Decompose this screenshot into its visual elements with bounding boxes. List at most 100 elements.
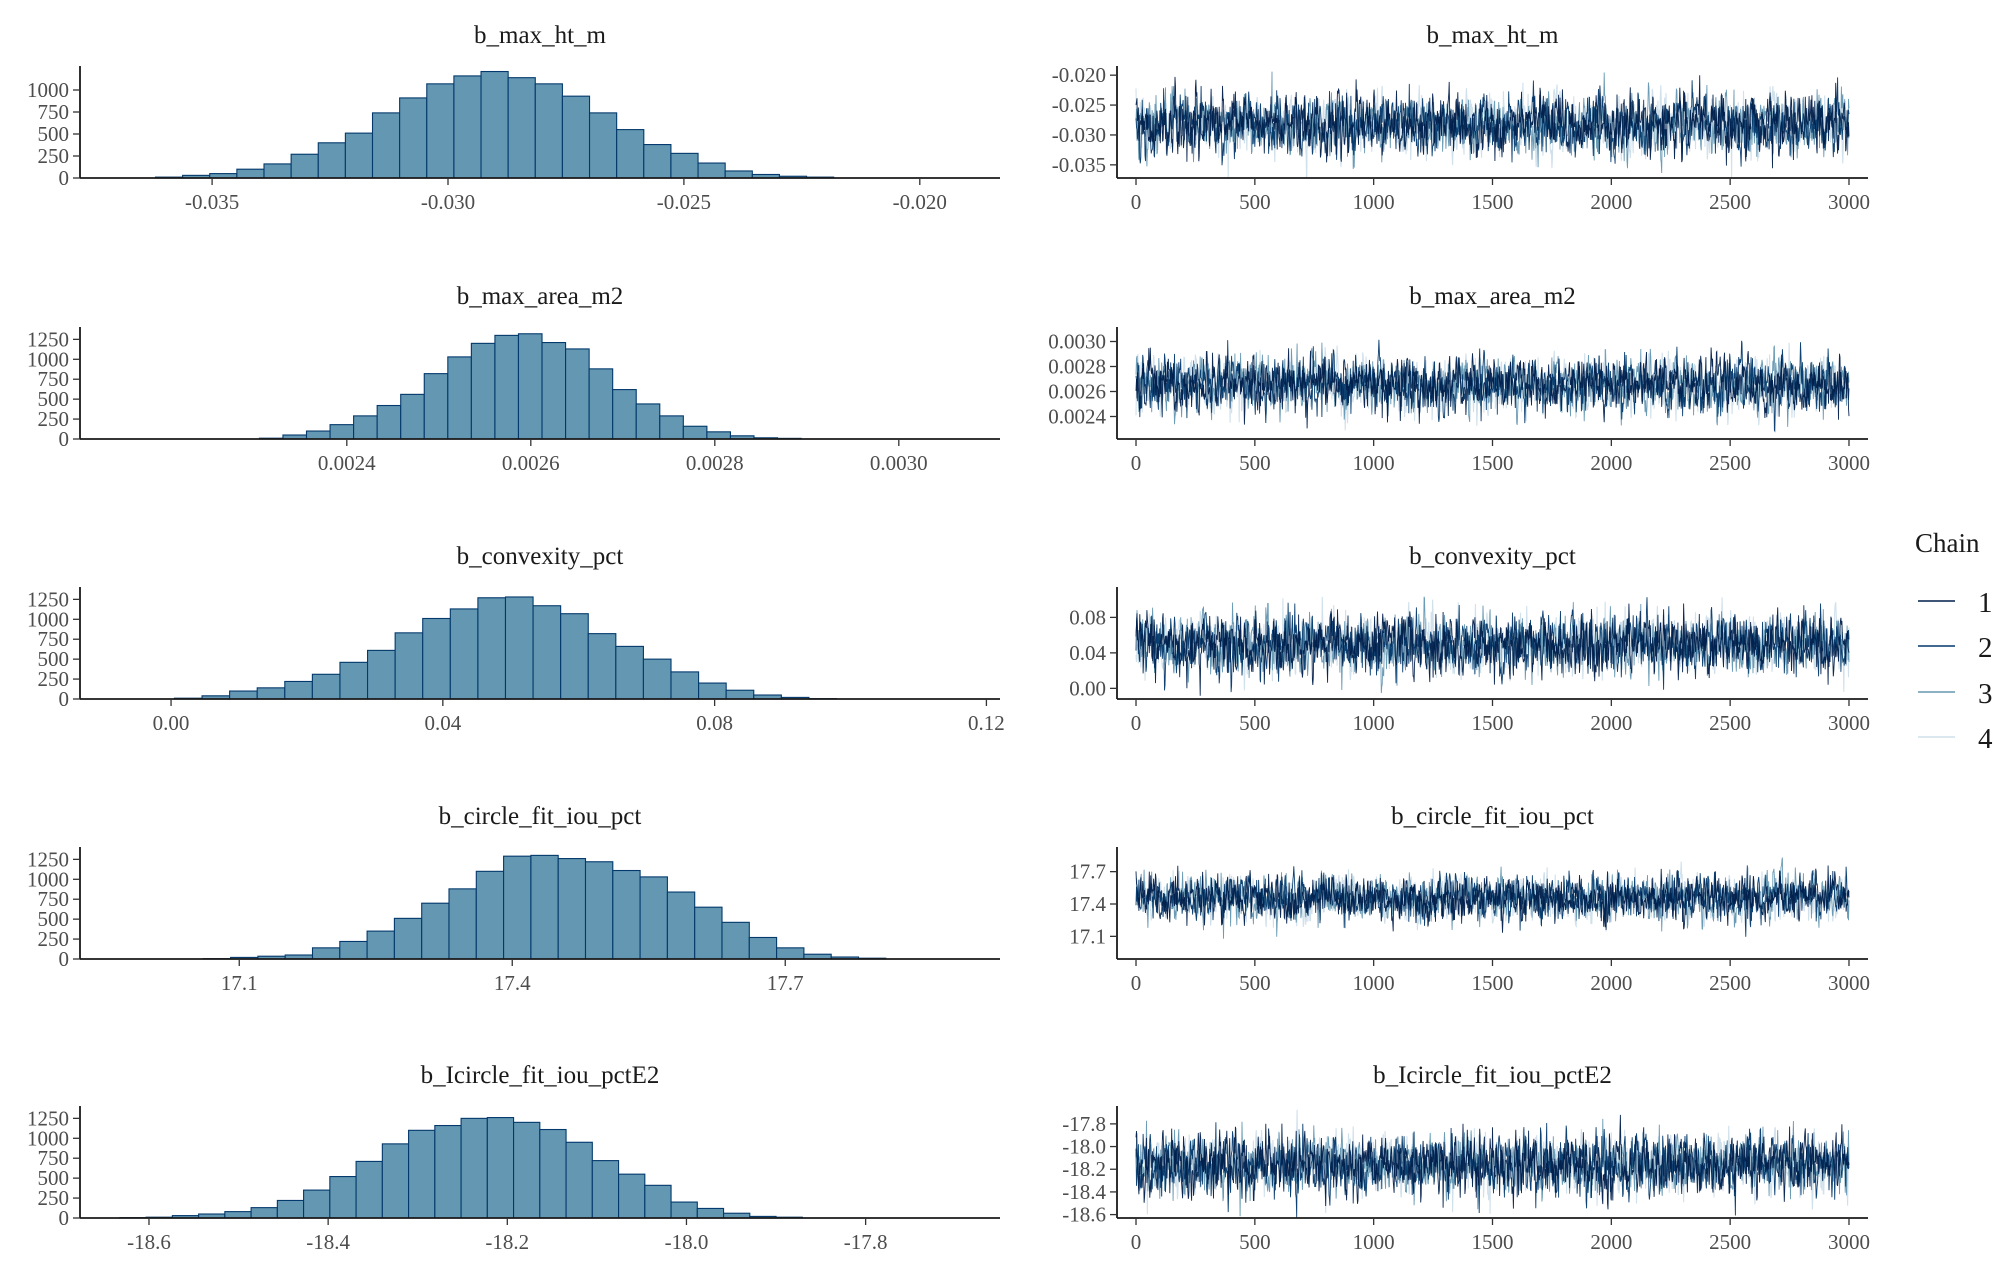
y-tick-label: 17.1 — [1069, 924, 1106, 948]
histogram-bar — [670, 152, 699, 179]
x-tick-label: 2500 — [1709, 451, 1751, 475]
x-tick-label: -0.035 — [185, 190, 239, 214]
x-tick-label: 1000 — [1353, 190, 1395, 214]
histogram-bar — [329, 424, 355, 440]
x-tick-label: 3000 — [1828, 971, 1870, 995]
histogram-bar — [670, 1201, 698, 1219]
histogram-bar — [513, 1121, 541, 1219]
x-tick-label: 17.7 — [767, 971, 804, 995]
trace-line-chain-1 — [1135, 75, 1850, 169]
histogram-bar — [642, 658, 672, 700]
y-tick-label: 500 — [38, 1166, 70, 1190]
histogram-bar — [423, 373, 449, 440]
x-tick-label: -0.020 — [893, 190, 947, 214]
x-tick-label: 500 — [1239, 451, 1271, 475]
histogram-bar — [698, 682, 727, 700]
x-tick-label: 1500 — [1472, 971, 1514, 995]
histogram-bar — [696, 1207, 725, 1219]
histogram-bars — [202, 854, 887, 960]
x-tick-label: 500 — [1239, 1230, 1271, 1254]
y-tick-label: 0.08 — [1069, 605, 1106, 629]
histogram-bar — [421, 902, 450, 960]
histogram-bar — [639, 876, 668, 960]
histogram-bar — [366, 930, 395, 960]
y-tick-label: 750 — [38, 627, 70, 651]
histogram-bar — [311, 673, 341, 700]
histogram-bar — [659, 415, 684, 440]
histogram-bar — [616, 129, 645, 179]
x-tick-label: 1500 — [1472, 711, 1514, 735]
x-tick-label: 0.0030 — [870, 451, 928, 475]
y-tick-label: 500 — [38, 907, 70, 931]
histogram-bar — [557, 858, 587, 960]
histogram-bar — [565, 1141, 593, 1219]
y-tick-label: 0.0028 — [1048, 355, 1106, 379]
trace-lines — [1135, 1109, 1850, 1218]
x-tick-label: 1500 — [1472, 451, 1514, 475]
histogram-bar — [682, 425, 708, 440]
legend-title: Chain — [1915, 528, 1980, 558]
x-tick-label: 1500 — [1472, 190, 1514, 214]
x-tick-label: 0 — [1131, 971, 1142, 995]
histogram-bar — [453, 75, 482, 179]
histogram-bar — [376, 404, 402, 440]
histogram-bar — [353, 415, 378, 440]
x-tick-label: 1000 — [1353, 451, 1395, 475]
axes: 0 500 1000 1500 2000 2500 3000 -0.035 -0.030 -0.0… — [1052, 63, 1870, 214]
x-tick-label: 0.12 — [968, 711, 1005, 735]
trace-line-chain-1 — [1135, 865, 1850, 933]
x-tick-label: 2000 — [1590, 190, 1632, 214]
histogram-bar — [426, 83, 455, 179]
legend-label: 2 — [1978, 632, 1993, 664]
histogram-bar — [588, 368, 614, 440]
x-tick-label: 1000 — [1353, 711, 1395, 735]
x-tick-label: 3000 — [1828, 451, 1870, 475]
histogram-bar — [584, 861, 614, 960]
histogram-bar — [250, 1207, 278, 1219]
trace-line-chain-2 — [1135, 597, 1850, 693]
histogram-bar — [256, 687, 286, 700]
histogram-bar — [644, 1184, 672, 1219]
histogram-bar — [697, 162, 726, 179]
x-tick-label: -0.030 — [421, 190, 475, 214]
x-tick-label: -18.6 — [127, 1230, 171, 1254]
histogram-bar — [503, 855, 532, 960]
x-tick-label: 0.0028 — [686, 451, 744, 475]
y-tick-label: 0.0026 — [1048, 380, 1106, 404]
y-tick-label: -17.8 — [1062, 1112, 1106, 1136]
histogram-bar — [507, 77, 536, 179]
histogram-panel-2: b_max_area_m2 0.0024 0.0026 0.0028 0.0030 025… — [27, 283, 1000, 475]
y-tick-label: 0.0030 — [1048, 330, 1106, 354]
histogram-bar — [400, 393, 425, 440]
y-tick-label: 1250 — [27, 847, 69, 871]
histogram-bar — [706, 431, 731, 440]
y-tick-label: 0.00 — [1069, 676, 1106, 700]
histogram-bar — [534, 83, 563, 179]
histogram-bar — [339, 940, 368, 960]
histogram-bar — [560, 613, 589, 700]
trace-lines — [1135, 596, 1850, 696]
histogram-bar — [311, 947, 341, 960]
x-tick-label: 1000 — [1353, 971, 1395, 995]
histogram-bar — [366, 649, 396, 700]
axes: 0 500 1000 1500 2000 2500 3000 17.1 17.4 17.7 — [1069, 847, 1870, 995]
x-tick-label: -0.025 — [657, 190, 711, 214]
histogram-bar — [670, 671, 700, 700]
trace-panel-4: b_circle_fit_iou_pct 0 500 1000 1500 2000 2500… — [1069, 803, 1870, 995]
x-tick-label: 1000 — [1353, 1230, 1395, 1254]
histogram-bar — [229, 690, 258, 700]
x-tick-label: 500 — [1239, 190, 1271, 214]
y-tick-label: 250 — [38, 407, 70, 431]
y-tick-label: -18.0 — [1062, 1135, 1106, 1159]
legend-label: 4 — [1978, 723, 1993, 755]
x-tick-label: 2500 — [1709, 711, 1751, 735]
x-tick-label: 1500 — [1472, 1230, 1514, 1254]
histogram-bars — [154, 70, 835, 179]
y-tick-label: 500 — [38, 387, 70, 411]
histogram-bar — [460, 1117, 488, 1219]
y-tick-label: 0.0024 — [1048, 405, 1106, 429]
histogram-bar — [344, 132, 374, 179]
y-tick-label: 1000 — [27, 347, 69, 371]
y-tick-label: 250 — [38, 1186, 70, 1210]
histogram-bar — [276, 1199, 305, 1219]
